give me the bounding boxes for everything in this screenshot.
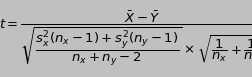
Text: $t = \dfrac{\bar{X} - \bar{Y}}{\sqrt{\dfrac{s_x^2(n_x-1)+s_y^2(n_y-1)}{n_x+n_y-2: $t = \dfrac{\bar{X} - \bar{Y}}{\sqrt{\df… (0, 9, 252, 68)
